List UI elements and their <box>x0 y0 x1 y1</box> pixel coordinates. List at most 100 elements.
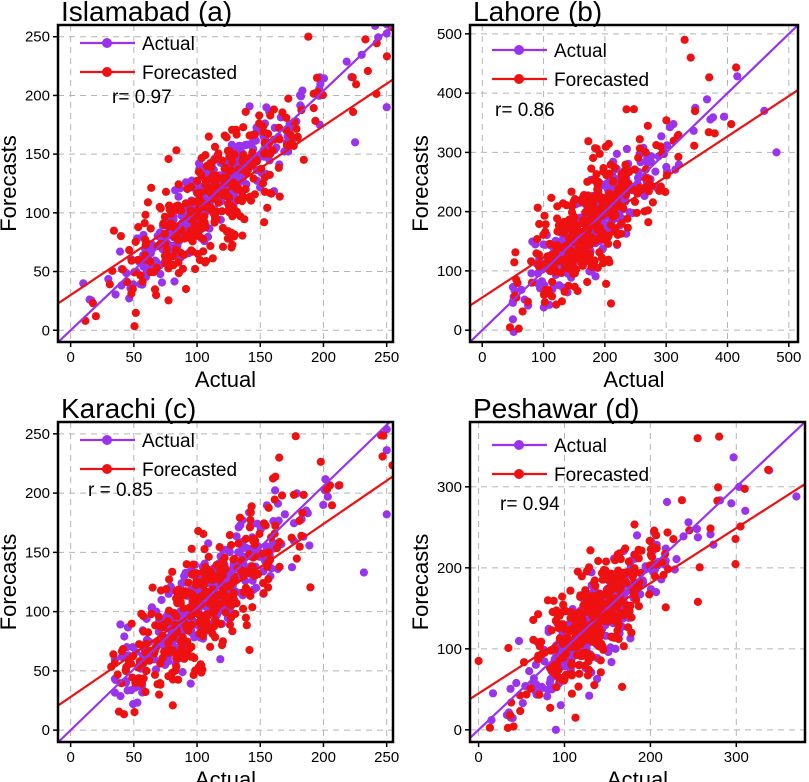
actual-point <box>487 716 496 725</box>
forecast-point <box>174 585 183 594</box>
actual-point <box>702 95 712 104</box>
forecast-point <box>187 544 196 553</box>
forecast-point <box>197 170 206 180</box>
forecast-point <box>583 177 592 186</box>
actual-point <box>170 277 179 286</box>
forecast-point <box>189 670 198 680</box>
y-tick-label: 150 <box>25 544 50 561</box>
legend-label: Forecasted <box>142 460 237 481</box>
forecast-point <box>258 549 267 558</box>
legend-label: Actual <box>554 41 607 62</box>
forecast-point <box>705 73 714 82</box>
forecast-point <box>278 108 287 117</box>
scatter-points <box>474 422 801 734</box>
forecast-point <box>131 237 140 246</box>
forecast-point <box>197 621 206 630</box>
fit-lines <box>470 25 798 342</box>
actual-point <box>232 532 241 541</box>
actual-point <box>157 595 166 605</box>
forecast-point <box>382 52 391 61</box>
x-axis-label: Actual <box>195 367 256 392</box>
forecast-point <box>119 710 129 719</box>
legend-label: Forecasted <box>554 70 649 91</box>
forecast-point <box>552 300 561 309</box>
forecast-point <box>652 544 661 553</box>
forecast-point <box>272 544 281 553</box>
forecast-point <box>179 604 188 613</box>
forecast-point <box>247 502 256 511</box>
forecast-point <box>168 567 177 576</box>
forecast-point <box>573 567 582 576</box>
forecast-point <box>172 146 181 155</box>
forecast-point <box>598 575 607 584</box>
panel-title: Karachi (c) <box>61 393 196 424</box>
forecast-point <box>552 606 561 615</box>
forecast-fit-line <box>58 475 393 707</box>
forecast-point <box>131 308 140 317</box>
forecast-point <box>529 635 538 645</box>
forecast-point <box>201 223 210 232</box>
forecast-point <box>567 689 577 698</box>
forecast-point <box>118 265 127 274</box>
actual-point <box>227 140 236 149</box>
x-tick-label: 100 <box>185 749 210 766</box>
x-axis-label: Actual <box>603 367 664 392</box>
forecast-point <box>623 223 632 232</box>
forecast-point <box>634 153 643 162</box>
forecast-point <box>601 569 610 578</box>
forecast-point <box>235 513 245 522</box>
actual-point <box>111 290 120 299</box>
actual-point <box>792 492 801 501</box>
forecast-point <box>255 111 264 120</box>
forecast-point <box>586 546 595 555</box>
forecast-point <box>210 615 220 624</box>
forecast-point <box>596 668 605 677</box>
forecast-point <box>643 121 652 130</box>
forecast-point <box>266 111 275 120</box>
actual-point <box>508 315 517 324</box>
forecast-point <box>632 208 641 217</box>
forecast-point <box>516 706 525 716</box>
forecast-fit-line <box>470 483 805 700</box>
forecast-point <box>634 602 644 611</box>
forecast-point <box>533 203 542 212</box>
forecast-point <box>540 289 549 298</box>
forecast-point <box>174 180 183 189</box>
forecast-point <box>669 535 678 544</box>
forecast-point <box>208 254 217 263</box>
forecast-point <box>352 80 361 89</box>
forecast-point <box>656 142 665 151</box>
actual-point <box>512 678 521 688</box>
x-tick-label: 100 <box>531 349 556 366</box>
forecast-point <box>564 281 573 290</box>
legend-label: Actual <box>142 431 195 452</box>
actual-point <box>216 655 225 664</box>
y-tick-label: 250 <box>25 426 50 443</box>
forecast-point <box>241 534 250 544</box>
y-axis-label: Forecasts <box>408 534 433 631</box>
forecast-point <box>180 654 189 663</box>
actual-point <box>361 7 369 15</box>
actual-point <box>540 657 549 666</box>
forecast-point <box>134 255 143 264</box>
forecast-point <box>127 619 136 628</box>
forecast-point <box>159 219 168 228</box>
forecast-point <box>550 645 560 654</box>
forecast-point <box>161 187 171 196</box>
forecast-point <box>150 285 160 294</box>
forecast-point <box>196 188 205 197</box>
forecast-point <box>605 189 614 198</box>
forecast-point <box>136 271 145 280</box>
forecast-point <box>164 639 173 648</box>
forecast-point <box>577 652 586 661</box>
forecast-point <box>218 156 227 165</box>
actual-point <box>178 668 187 677</box>
actual-point <box>611 644 620 654</box>
forecast-point <box>594 211 603 220</box>
forecast-point <box>379 431 388 440</box>
forecast-point <box>215 543 224 552</box>
forecast-point <box>622 105 631 114</box>
legend-marker <box>514 74 524 84</box>
forecast-point <box>289 490 299 499</box>
